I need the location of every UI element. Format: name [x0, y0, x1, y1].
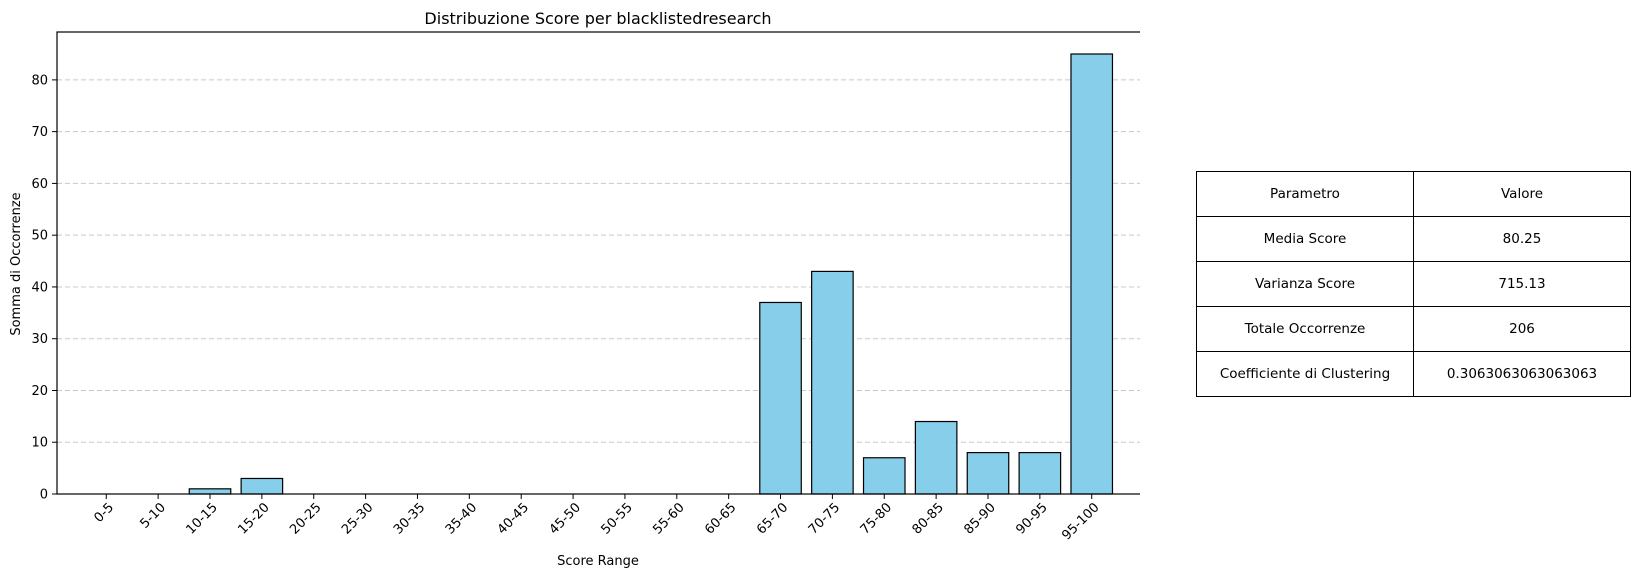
bar [862, 457, 906, 495]
x-tick-label: 50-55 [598, 500, 635, 537]
y-tick-label: 0 [40, 488, 48, 503]
bar [1018, 451, 1062, 495]
x-tick-label: 90-95 [1013, 500, 1050, 537]
x-axis: 0-5 5-10 10-15 15-20 20-25 25-30 30-35 35-40 40-… [91, 494, 1103, 543]
x-tick-label: 15-20 [235, 500, 272, 537]
table-header-cell: Parametro [1196, 171, 1414, 217]
y-tick-label: 40 [31, 280, 48, 295]
y-tick-label: 50 [31, 229, 48, 244]
x-axis-label: Score Range [557, 554, 639, 569]
y-tick-label: 30 [31, 332, 48, 347]
table-cell-value: 80.25 [1413, 216, 1631, 262]
table-cell-parameter: Media Score [1196, 216, 1414, 262]
table-cell-value: 0.3063063063063063 [1413, 351, 1631, 397]
table-cell-parameter: Coefficiente di Clustering [1196, 351, 1414, 397]
y-tick-label: 20 [31, 384, 48, 399]
table-row: Varianza Score 715.13 [1196, 261, 1631, 307]
stats-table: Parametro Valore Media Score 80.25 Varia… [1196, 171, 1631, 397]
x-tick-label: 60-65 [702, 500, 739, 537]
gridlines [57, 79, 1140, 443]
bar [966, 451, 1010, 495]
x-tick-label: 5-10 [137, 500, 168, 531]
y-tick-label: 10 [31, 436, 48, 451]
x-tick-label: 70-75 [806, 500, 843, 537]
table-cell-parameter: Totale Occorrenze [1196, 306, 1414, 352]
x-tick-label: 25-30 [339, 500, 376, 537]
x-tick-label: 0-5 [91, 500, 117, 526]
table-header-row: Parametro Valore [1196, 171, 1631, 217]
y-tick-label: 60 [31, 177, 48, 192]
x-tick-label: 40-45 [495, 500, 532, 537]
table-row: Media Score 80.25 [1196, 216, 1631, 262]
x-tick-label: 75-80 [858, 500, 895, 537]
bar [1070, 53, 1114, 495]
table-cell-parameter: Varianza Score [1196, 261, 1414, 307]
x-tick-label: 85-90 [962, 500, 999, 537]
x-tick-label: 45-50 [547, 500, 584, 537]
table-header-cell: Valore [1413, 171, 1631, 217]
x-tick-label: 20-25 [287, 500, 324, 537]
bar [759, 301, 802, 495]
table-row: Coefficiente di Clustering 0.30630630630… [1196, 351, 1631, 397]
y-tick-label: 80 [31, 73, 48, 88]
bars [188, 53, 1114, 495]
x-tick-label: 10-15 [184, 500, 221, 537]
x-tick-label: 65-70 [754, 500, 791, 537]
bar [811, 270, 854, 495]
plot-frame [56, 31, 1140, 495]
x-tick-label: 35-40 [443, 500, 480, 537]
table-cell-value: 715.13 [1413, 261, 1631, 307]
bar-chart: 0 10 20 30 40 50 60 70 80 0-5 5-10 10-15 15-20 20-25… [9, 9, 1140, 569]
bar [188, 488, 232, 495]
x-tick-label: 80-85 [910, 500, 947, 537]
y-tick-label: 70 [31, 125, 48, 140]
y-axis: 0 10 20 30 40 50 60 70 80 [31, 73, 57, 503]
y-axis-label: Somma di Occorrenze [9, 192, 24, 335]
x-tick-label: 55-60 [650, 500, 687, 537]
x-tick-label: 30-35 [391, 500, 428, 537]
x-tick-label: 95-100 [1059, 500, 1102, 543]
table-row: Totale Occorrenze 206 [1196, 306, 1631, 352]
chart-title: Distribuzione Score per blacklistedresea… [424, 9, 771, 28]
table-cell-value: 206 [1413, 306, 1631, 352]
bar [914, 420, 958, 495]
bar [240, 477, 284, 495]
